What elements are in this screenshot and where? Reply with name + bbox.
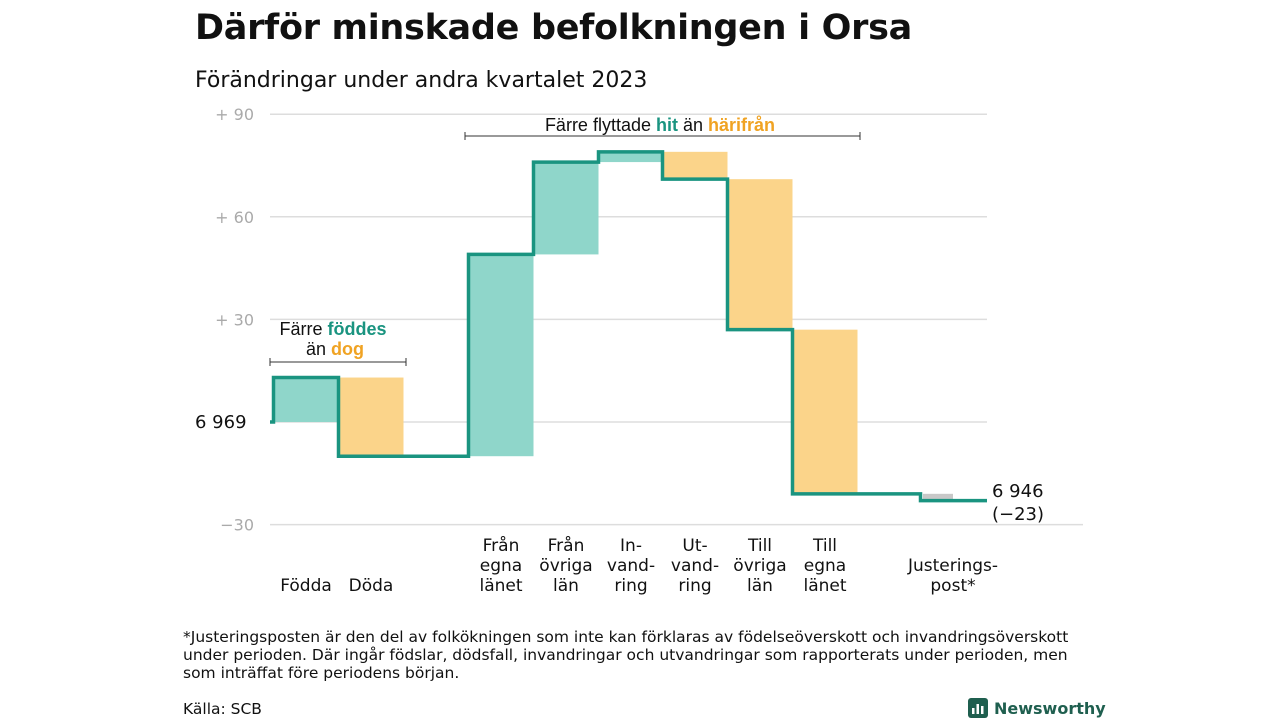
category-label: Ut-vand-ring — [671, 536, 719, 596]
end-value-label: 6 946 — [992, 481, 1044, 502]
chart-subtitle: Förändringar under andra kvartalet 2023 — [195, 68, 648, 93]
source-note: Källa: SCB — [183, 700, 262, 718]
category-label: Justerings-post* — [907, 556, 998, 596]
start-value-label: 6 969 — [195, 412, 247, 433]
y-tick-label: + 30 — [215, 310, 254, 329]
bar-in — [533, 162, 599, 255]
step-line — [270, 150, 987, 503]
bar-out — [662, 151, 728, 180]
chart-title: Därför minskade befolkningen i Orsa — [195, 8, 912, 48]
bar-in — [468, 254, 534, 457]
births-annotation-line1: Färre föddes — [279, 319, 386, 339]
category-label: In-vand-ring — [607, 536, 655, 596]
bar-out — [338, 377, 404, 457]
category-label: Från egna länet — [479, 535, 522, 596]
newsworthy-logo-icon — [968, 698, 988, 718]
labels: Födda Döda Från egna länet Från övriga län In-va… — [195, 412, 1044, 596]
grid-lines: + 90 + 60 + 30 −30 — [215, 105, 1083, 535]
births-annotation-line2: än dog — [306, 339, 364, 359]
migration-annotation-text: Färre flyttade hit än härifrån — [545, 115, 775, 135]
category-label: Till egna länet — [803, 536, 846, 596]
bar-out — [727, 179, 793, 330]
footnote: *Justeringsposten är den del av folkökni… — [183, 628, 1069, 682]
y-tick-label: −30 — [220, 516, 254, 535]
end-change-label: (−23) — [992, 504, 1044, 525]
births-annotation: Färre föddes än dog — [269, 319, 407, 366]
bars — [273, 151, 953, 501]
bar-in — [273, 377, 339, 422]
step-line-group — [270, 150, 987, 503]
annotations: Färre föddes än dog Färre flyttade hit ä… — [269, 115, 861, 366]
category-label: Till övriga län — [733, 536, 786, 596]
bar-in — [598, 151, 664, 163]
bar-out — [792, 329, 858, 494]
migration-annotation: Färre flyttade hit än härifrån — [464, 115, 861, 140]
y-tick-label: + 90 — [215, 105, 254, 124]
y-tick-label: + 60 — [215, 208, 254, 227]
bar-adj — [923, 493, 953, 501]
newsworthy-logo-text: Newsworthy — [994, 698, 1106, 718]
category-label: Döda — [349, 576, 394, 596]
category-label: Från övriga län — [539, 535, 592, 596]
newsworthy-logo: Newsworthy — [968, 696, 1106, 720]
category-label: Födda — [280, 576, 332, 596]
